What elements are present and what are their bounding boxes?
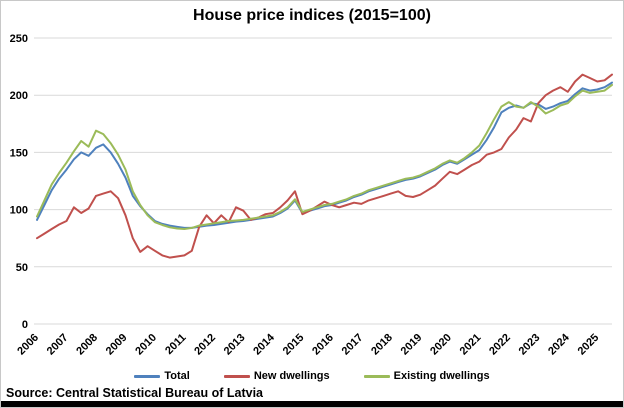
x-tick-label: 2018	[369, 332, 395, 358]
legend-item-new-dwellings: New dwellings	[223, 370, 330, 382]
x-tick-label: 2007	[45, 332, 71, 358]
y-tick-label: 100	[10, 205, 28, 217]
legend-item-existing-dwellings: Existing dwellings	[363, 370, 490, 382]
legend-swatch-total	[134, 374, 161, 378]
legend-label: Total	[164, 370, 190, 382]
x-tick-label: 2009	[104, 332, 130, 358]
x-tick-label: 2013	[222, 332, 248, 358]
y-tick-label: 0	[22, 319, 28, 331]
x-tick-label: 2024	[546, 331, 572, 357]
x-tick-label: 2010	[133, 332, 159, 358]
series-line-existing-dwellings	[36, 83, 613, 230]
y-tick-label: 50	[16, 262, 28, 274]
x-tick-label: 2021	[458, 332, 484, 358]
y-tick-label: 200	[10, 90, 28, 102]
x-tick-label: 2012	[192, 332, 218, 358]
x-tick-label: 2015	[281, 332, 307, 358]
chart-title: House price indices (2015=100)	[193, 7, 431, 24]
legend-item-total: Total	[134, 370, 190, 382]
bottom-bar	[1, 401, 623, 407]
series-line-total	[36, 81, 613, 229]
legend-label: New dwellings	[253, 370, 330, 382]
x-tick-label: 2023	[517, 332, 543, 358]
x-tick-label: 2017	[340, 332, 366, 358]
series-line-new-dwellings	[36, 73, 613, 259]
legend-swatch-existing-dwellings	[363, 374, 390, 378]
x-tick-label: 2006	[15, 332, 41, 358]
x-tick-label: 2014	[251, 331, 277, 357]
y-tick-label: 250	[10, 33, 28, 45]
legend-label: Existing dwellings	[393, 370, 490, 382]
x-tick-label: 2025	[576, 332, 602, 358]
legend-swatch-new-dwellings	[223, 374, 250, 378]
x-tick-label: 2016	[310, 332, 336, 358]
x-tick-label: 2020	[428, 332, 454, 358]
y-tick-label: 150	[10, 147, 28, 159]
x-tick-label: 2019	[399, 332, 425, 358]
x-tick-label: 2008	[74, 332, 100, 358]
source-caption: Source: Central Statistical Bureau of La…	[6, 386, 264, 400]
chart-legend: Total New dwellings Existing dwellings	[1, 370, 623, 382]
x-tick-label: 2022	[487, 332, 513, 358]
x-tick-label: 2011	[163, 332, 188, 357]
